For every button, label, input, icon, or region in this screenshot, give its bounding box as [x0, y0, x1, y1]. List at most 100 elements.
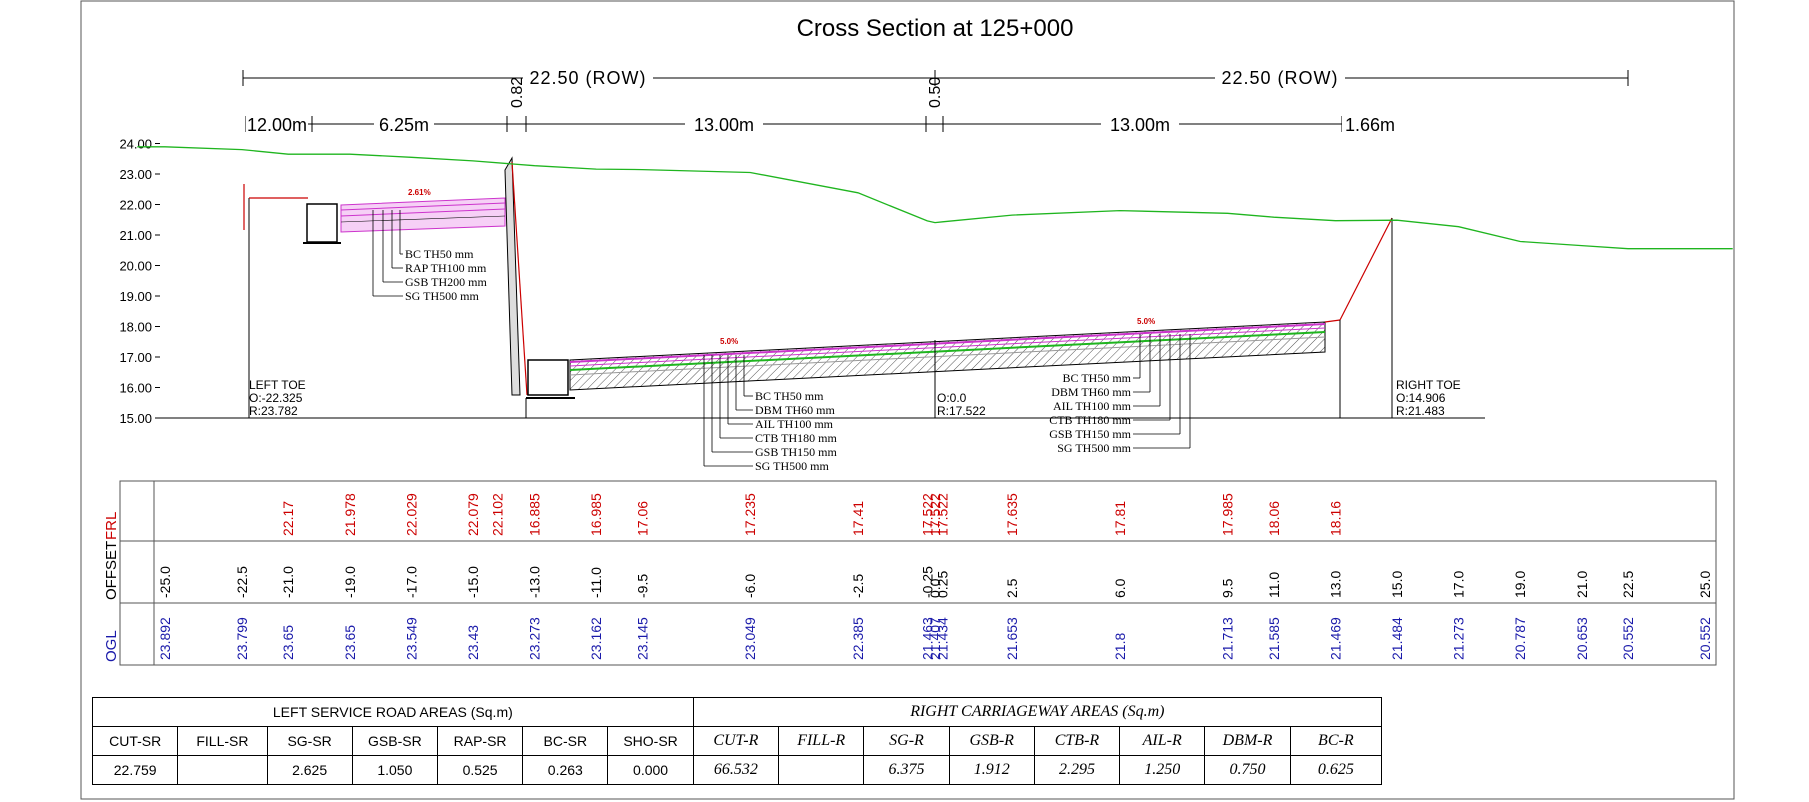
ogl-value: 21.585 — [1266, 617, 1282, 660]
row-left-label: 22.50 (ROW) — [529, 68, 646, 88]
segment-label-6: 13.00m — [1110, 115, 1170, 135]
offset-value: 22.5 — [1620, 571, 1636, 598]
ogl-value: 21.713 — [1220, 617, 1236, 660]
right-toe-level: R:21.483 — [1396, 404, 1445, 418]
offset-value: -11.0 — [588, 567, 604, 598]
left-area-header: CUT-SR — [91, 726, 179, 756]
band-row-offset: OFFSET — [103, 541, 120, 600]
frl-value: 22.029 — [403, 493, 419, 536]
ogl-value: 23.799 — [234, 617, 250, 660]
offset-value: -17.0 — [403, 566, 419, 598]
left-area-header: RAP-SR — [436, 726, 524, 756]
carriageway-drain — [527, 359, 569, 396]
y-tick-label: 17.00 — [119, 350, 152, 365]
right-area-value — [778, 755, 865, 785]
left-area-header: BC-SR — [522, 726, 609, 756]
left-area-value: 0.525 — [436, 755, 524, 785]
frl-value: 22.17 — [280, 501, 296, 536]
offset-value: 13.0 — [1327, 571, 1343, 598]
main-carriageway — [569, 217, 1393, 418]
offset-value: -13.0 — [527, 566, 543, 598]
seg-mask-6 — [1101, 112, 1179, 134]
left-toe-offset: O:-22.325 — [249, 391, 303, 405]
frl-value: 18.06 — [1266, 501, 1282, 536]
right-area-header: SG-R — [863, 726, 950, 756]
right-areas-title: RIGHT CARRIAGEWAY AREAS (Sq.m) — [692, 697, 1383, 727]
y-tick-label: 23.00 — [119, 167, 152, 182]
y-tick-label: 18.00 — [119, 320, 152, 335]
frl-value: 17.522 — [927, 493, 943, 536]
layer-callout-label: DBM TH60 mm — [1051, 385, 1131, 399]
left-area-value: 2.625 — [266, 755, 353, 785]
ogl-value: 20.787 — [1512, 617, 1528, 660]
ogl-value: 21.8 — [1112, 633, 1128, 660]
ogl-value: 21.469 — [1327, 617, 1343, 660]
frl-value: 21.978 — [342, 493, 358, 536]
left-toe-level: R:23.782 — [249, 404, 298, 418]
y-tick-label: 22.00 — [119, 198, 152, 213]
offset-value: 0.0 — [927, 578, 943, 598]
layer-callout-label: CTB TH180 mm — [1049, 413, 1131, 427]
segment-label-3: 0.82 — [509, 77, 526, 108]
offset-value: 2.5 — [1004, 578, 1020, 598]
ogl-value: 21.484 — [1389, 617, 1405, 660]
layer-callout-label: DBM TH60 mm — [755, 403, 835, 417]
left-areas-title: LEFT SERVICE ROAD AREAS (Sq.m) — [92, 697, 694, 727]
ogl-value: 21.273 — [1451, 617, 1467, 660]
ogl-value: 23.549 — [403, 617, 419, 660]
layer-callout-label: GSB TH150 mm — [1049, 427, 1131, 441]
layer-callout-label: BC TH50 mm — [1063, 371, 1132, 385]
ogl-value: 23.049 — [742, 617, 758, 660]
left-area-value: 1.050 — [351, 755, 438, 785]
row-dimension — [242, 70, 1629, 86]
offset-value: -0.25 — [919, 566, 935, 598]
centre-level: R:17.522 — [937, 404, 986, 418]
right-area-header: FILL-R — [778, 726, 865, 756]
seg-mask-2 — [374, 112, 434, 134]
offset-value: 11.0 — [1266, 572, 1282, 598]
ogl-value: 21.434 — [935, 617, 951, 660]
median-wall — [504, 156, 575, 418]
segment-dimension — [245, 116, 1390, 132]
offset-value: 9.5 — [1220, 578, 1236, 598]
left-area-value: 22.759 — [91, 755, 179, 785]
offset-value: 15.0 — [1389, 571, 1405, 598]
ogl-value: 20.552 — [1697, 617, 1713, 660]
left-area-header: GSB-SR — [351, 726, 438, 756]
left-area-value — [177, 755, 268, 785]
right-area-value: 66.532 — [692, 755, 780, 785]
ogl-value: 21.407 — [927, 617, 943, 660]
frl-value: 16.885 — [527, 493, 543, 536]
segment-label-7: 1.66m — [1345, 115, 1395, 135]
frl-value: 17.06 — [634, 501, 650, 536]
frl-value: 22.102 — [490, 493, 506, 536]
layer-callout-label: RAP TH100 mm — [405, 261, 487, 275]
band-ogl-values: 23.892 23.799 23.65 23.65 23.549 23.43 23.273 2… — [157, 617, 1713, 660]
row-left-mask — [523, 66, 653, 88]
frl-value: 17.985 — [1220, 493, 1236, 536]
right-area-value: 6.375 — [863, 755, 950, 785]
data-band — [119, 480, 1717, 666]
layer-callout-label: GSB TH200 mm — [405, 275, 487, 289]
y-tick-label: 24.00 — [119, 137, 152, 152]
band-row-frl: FRL — [103, 512, 120, 540]
layer-callout-label: BC TH50 mm — [405, 247, 474, 261]
ogl-value: 23.273 — [527, 617, 543, 660]
offset-value: -9.5 — [634, 574, 650, 598]
right-area-value: 1.250 — [1119, 755, 1206, 785]
offset-value: 21.0 — [1574, 571, 1590, 598]
ogl-value: 23.145 — [634, 617, 650, 660]
service-road-pavement — [340, 197, 506, 233]
layer-callout-label: SG TH500 mm — [755, 459, 829, 473]
offset-value: 19.0 — [1512, 571, 1528, 598]
seg-mask-1 — [246, 112, 308, 134]
y-tick-label: 21.00 — [119, 228, 152, 243]
right-area-header: CTB-R — [1033, 726, 1121, 756]
ogl-value: 23.892 — [157, 617, 173, 660]
layer-callout-label: AIL TH100 mm — [755, 417, 834, 431]
ogl-value: 20.653 — [1574, 617, 1590, 660]
frl-value: 17.522 — [935, 493, 951, 536]
